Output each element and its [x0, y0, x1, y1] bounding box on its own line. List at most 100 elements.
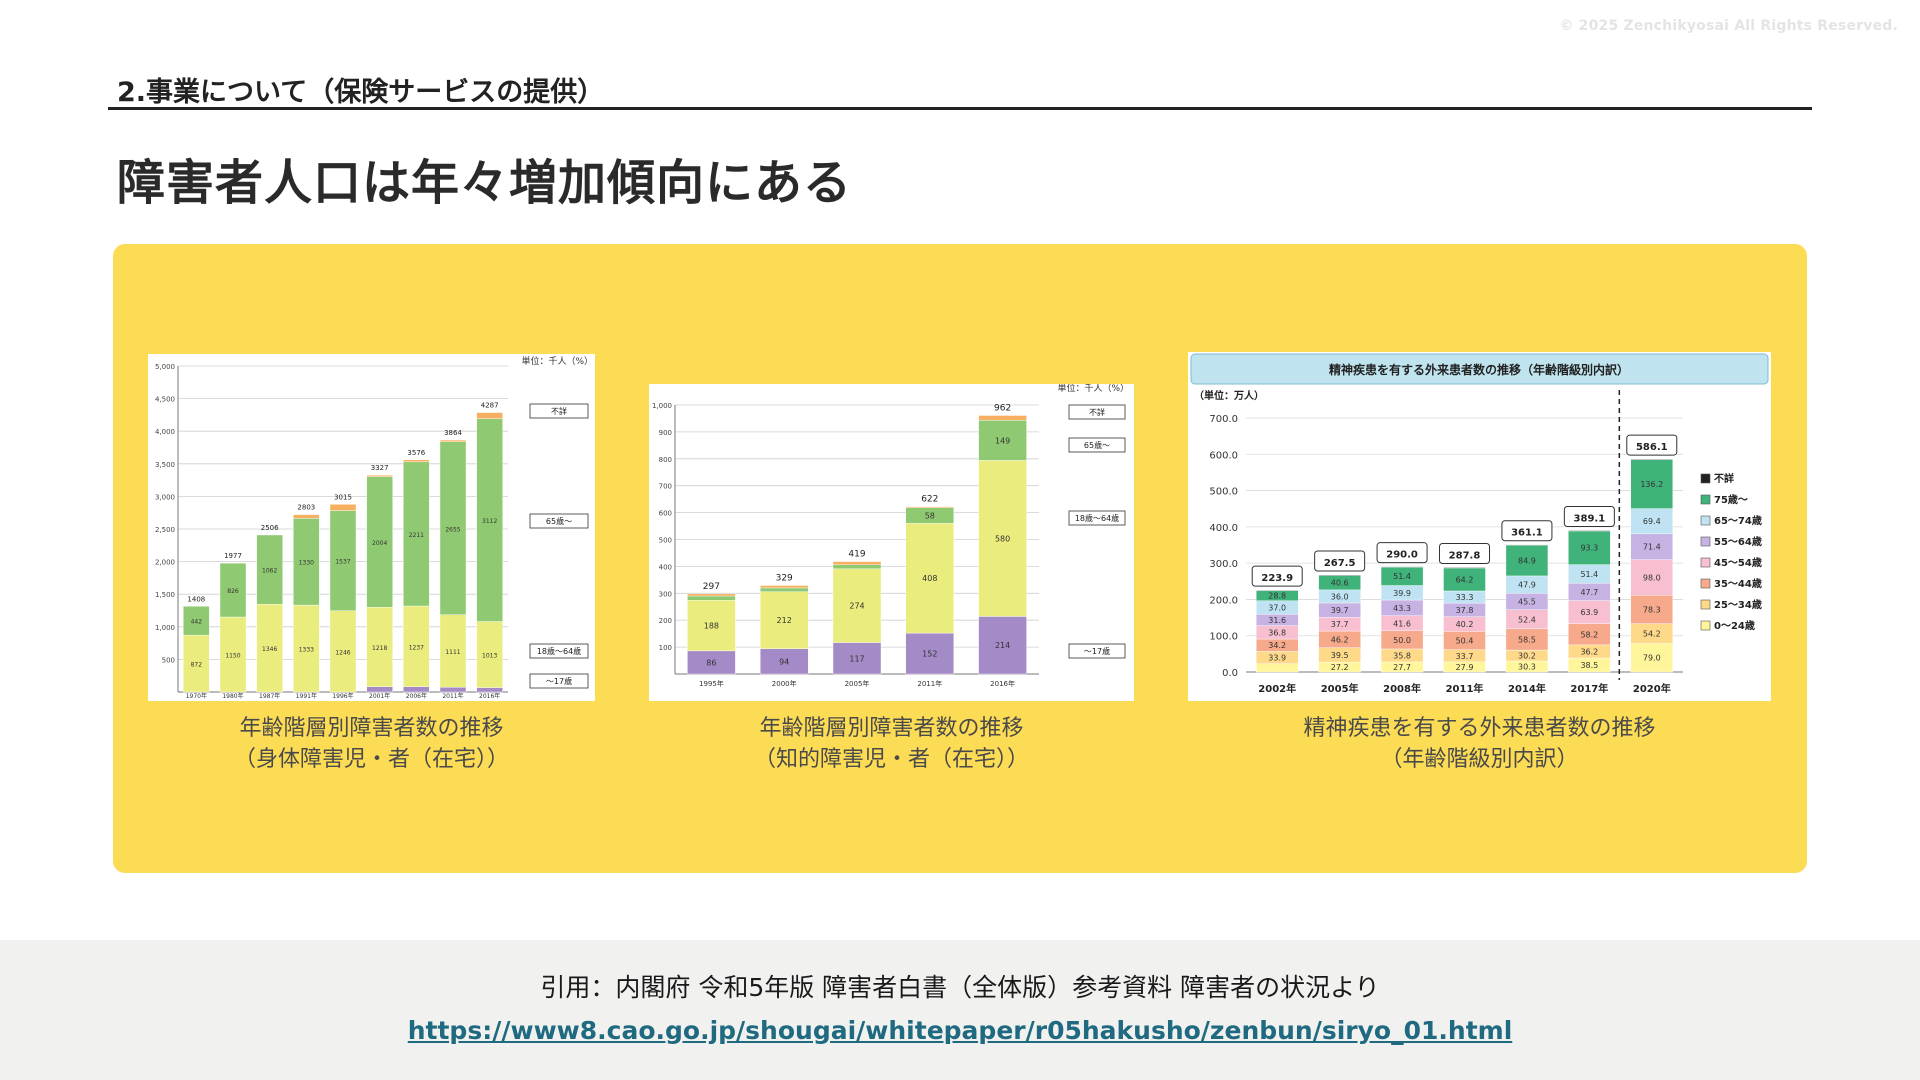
legend-swatch — [1700, 536, 1711, 547]
chart-physical-svg: 単位：千人（%） 5,000 4,500 4,000 3,500 3,000 2,500 2,… — [155, 355, 593, 700]
bar-segment — [1443, 567, 1486, 569]
bar-value-label: 37.8 — [1456, 606, 1474, 615]
bar-value-label: 69.4 — [1643, 517, 1661, 526]
bar-segment — [759, 648, 809, 675]
legend-box — [1068, 437, 1126, 453]
caption-mental: 精神疾患を有する外来患者数の推移 （年齢階級別内訳） — [1188, 713, 1771, 775]
bar-segment — [1256, 663, 1299, 673]
bar-value-label: 98.0 — [1643, 573, 1661, 582]
y-tick-label: 4,000 — [155, 428, 175, 436]
legend-label: 〜17歳 — [546, 676, 572, 686]
bar-value-label: 47.9 — [1518, 581, 1536, 590]
x-tick-label: 1995年 — [699, 679, 724, 688]
bar-segment — [905, 632, 954, 675]
x-tick-label: 2000年 — [772, 679, 797, 688]
bar-value-label: 50.4 — [1456, 637, 1474, 646]
bar-total-label: 622 — [921, 495, 938, 505]
caption-intellectual-line2: （知的障害児・者（在宅）） — [753, 747, 1029, 772]
y-tick-label: 3,000 — [155, 493, 175, 501]
bar-value-label: 36.0 — [1331, 592, 1349, 601]
y-tick-label: 900 — [659, 429, 672, 437]
legend-box — [1068, 643, 1126, 659]
bar-segment — [403, 459, 430, 463]
copyright-text: © 2025 Zenchikyosai All Rights Reserved. — [1559, 18, 1898, 34]
source-link[interactable]: https://www8.cao.go.jp/shougai/whitepape… — [407, 1016, 1513, 1045]
bar-total-label: 4287 — [481, 402, 499, 410]
y-tick-label: 500 — [162, 656, 175, 664]
bar-value-label: 1237 — [409, 644, 424, 651]
bar-segment — [978, 415, 1027, 421]
y-tick-label: 600.0 — [1209, 450, 1238, 461]
bar-value-label: 188 — [704, 622, 719, 631]
bar-value-label: 212 — [777, 616, 792, 625]
bar-value-label: 152 — [922, 650, 937, 659]
bar-value-label: 1246 — [335, 649, 350, 656]
chart-intellectual-svg: 単位：千人（%） 1,000 900 800 700 600 500 400 300 200 100… — [652, 384, 1129, 688]
y-tick-label: 100 — [659, 644, 672, 652]
bar-segment — [759, 587, 809, 592]
page-headline: 障害者人口は年々増加傾向にある — [117, 155, 853, 211]
x-tick-label: 2008年 — [1383, 682, 1421, 695]
y-tick-label: 100.0 — [1209, 632, 1238, 643]
legend-swatch — [1700, 515, 1711, 526]
y-tick-label: 400 — [659, 563, 672, 571]
bar-total-label: 267.5 — [1324, 558, 1356, 569]
chart-unit-label: 単位：千人（%） — [1057, 384, 1129, 394]
bar-segment — [476, 412, 503, 419]
bar-segment — [329, 610, 357, 693]
x-tick-label: 2001年 — [369, 692, 390, 700]
legend-swatch — [1700, 578, 1711, 589]
bar-value-label: 33.7 — [1456, 652, 1474, 661]
x-tick-label: 2014年 — [1508, 682, 1546, 695]
bar-total-label: 389.1 — [1574, 514, 1606, 525]
y-tick-label: 600 — [659, 510, 672, 518]
bar-value-label: 2211 — [409, 532, 424, 539]
bar-segment — [1568, 530, 1611, 565]
legend-label: 18歳〜64歳 — [1075, 513, 1119, 523]
legend-label: 55〜64歳 — [1714, 535, 1762, 548]
bar-value-label: 36.2 — [1580, 647, 1598, 656]
bar-value-label: 46.2 — [1331, 635, 1349, 644]
bar-segment — [1630, 508, 1673, 534]
bar-total-label: 329 — [776, 573, 793, 583]
y-tick-label: 2,500 — [155, 526, 175, 534]
bar-value-label: 35.8 — [1393, 651, 1411, 660]
y-tick-label: 0.0 — [1222, 668, 1238, 679]
bar-total-label: 3327 — [371, 464, 389, 472]
legend-label: 0〜24歳 — [1714, 619, 1755, 632]
section-divider — [108, 107, 1812, 110]
bar-segment — [219, 616, 247, 693]
bar-value-label: 58.2 — [1580, 630, 1598, 639]
bar-segment — [439, 687, 467, 693]
bar-total-label: 2803 — [297, 504, 315, 512]
bar-segment — [1630, 533, 1673, 560]
bar-segment — [439, 441, 467, 616]
bar-value-label: 79.0 — [1643, 654, 1661, 663]
legend-swatch — [1700, 557, 1711, 568]
bar-total-label: 287.8 — [1449, 550, 1481, 561]
bar-value-label: 63.9 — [1580, 608, 1598, 617]
caption-mental-line2: （年齢階級別内訳） — [1380, 747, 1579, 772]
bar-total-label: 361.1 — [1511, 528, 1543, 539]
bar-value-label: 33.9 — [1268, 654, 1286, 663]
footer — [0, 940, 1920, 1080]
chart-title: 精神疾患を有する外来患者数の推移（年齢階級別内訳） — [1329, 362, 1629, 377]
x-tick-label: 2011年 — [917, 679, 942, 688]
bar-segment — [978, 616, 1027, 675]
bar-value-label: 39.7 — [1331, 606, 1349, 615]
bar-segment — [1505, 544, 1549, 577]
bar-segment — [687, 595, 736, 601]
bar-segment — [366, 476, 393, 608]
bar-value-label: 442 — [191, 619, 203, 626]
y-tick-label: 700 — [659, 483, 672, 491]
caption-physical-line2: （身体障害児・者（在宅）） — [233, 747, 509, 772]
bar-segment — [832, 642, 882, 675]
bar-segment — [366, 686, 393, 693]
legend-label: 45〜54歳 — [1714, 556, 1762, 569]
bar-value-label: 50.0 — [1393, 636, 1411, 645]
bar-value-label: 1346 — [262, 646, 277, 653]
y-tick-label: 4,500 — [155, 396, 175, 404]
bar-value-label: 2655 — [445, 526, 460, 533]
bar-value-label: 38.5 — [1580, 661, 1598, 670]
bar-total-label: 3015 — [334, 493, 352, 501]
